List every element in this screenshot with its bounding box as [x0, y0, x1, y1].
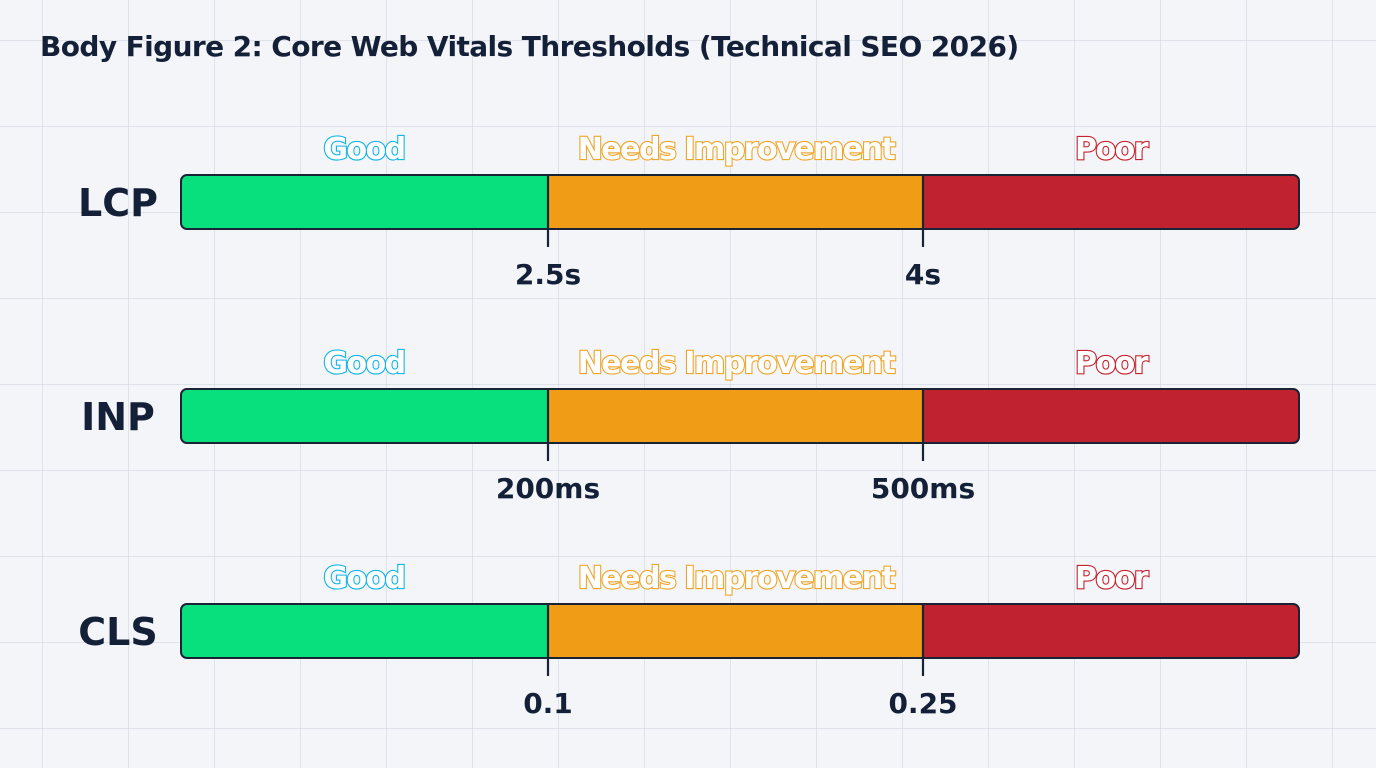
- band-label-poor: Poor: [1075, 132, 1149, 167]
- band-label-poor: Poor: [1075, 561, 1149, 596]
- band-label-good: Good: [323, 346, 404, 381]
- band-label-needs-improvement: Needs Improvement: [578, 346, 896, 381]
- segment-good: [181, 175, 548, 229]
- threshold-label: 500ms: [871, 472, 975, 505]
- metric-row-inp: Good Needs Improvement Poor INP 200ms 500ms: [81, 345, 1300, 505]
- bar-outline: [180, 388, 1300, 444]
- segment-poor: [923, 175, 1299, 229]
- band-label-needs-improvement: Needs Improvement: [578, 132, 896, 167]
- band-label-good: Good: [323, 561, 404, 596]
- band-label-needs-improvement: Needs Improvement: [578, 561, 896, 596]
- threshold-label: 0.25: [888, 687, 957, 720]
- metric-row-cls: Good Needs Improvement Poor CLS 0.1 0.25: [78, 560, 1300, 720]
- threshold-label: 200ms: [496, 472, 600, 505]
- segment-poor: [923, 389, 1299, 443]
- bar-outline: [180, 174, 1300, 230]
- bar-outline: [180, 603, 1300, 659]
- segment-needs-improvement: [548, 604, 923, 658]
- band-label-good: Good: [323, 132, 404, 167]
- threshold-label: 4s: [905, 258, 941, 291]
- segment-good: [181, 604, 548, 658]
- threshold-label: 2.5s: [515, 258, 581, 291]
- metric-label: CLS: [78, 610, 157, 654]
- metric-row-lcp: Good Needs Improvement Poor LCP 2.5s 4s: [78, 131, 1300, 291]
- segment-needs-improvement: [548, 389, 923, 443]
- segment-poor: [923, 604, 1299, 658]
- chart-title: Body Figure 2: Core Web Vitals Threshold…: [40, 30, 1019, 63]
- segment-needs-improvement: [548, 175, 923, 229]
- threshold-label: 0.1: [523, 687, 573, 720]
- metric-label: LCP: [78, 181, 158, 225]
- metric-label: INP: [81, 395, 155, 439]
- band-label-poor: Poor: [1075, 346, 1149, 381]
- segment-good: [181, 389, 548, 443]
